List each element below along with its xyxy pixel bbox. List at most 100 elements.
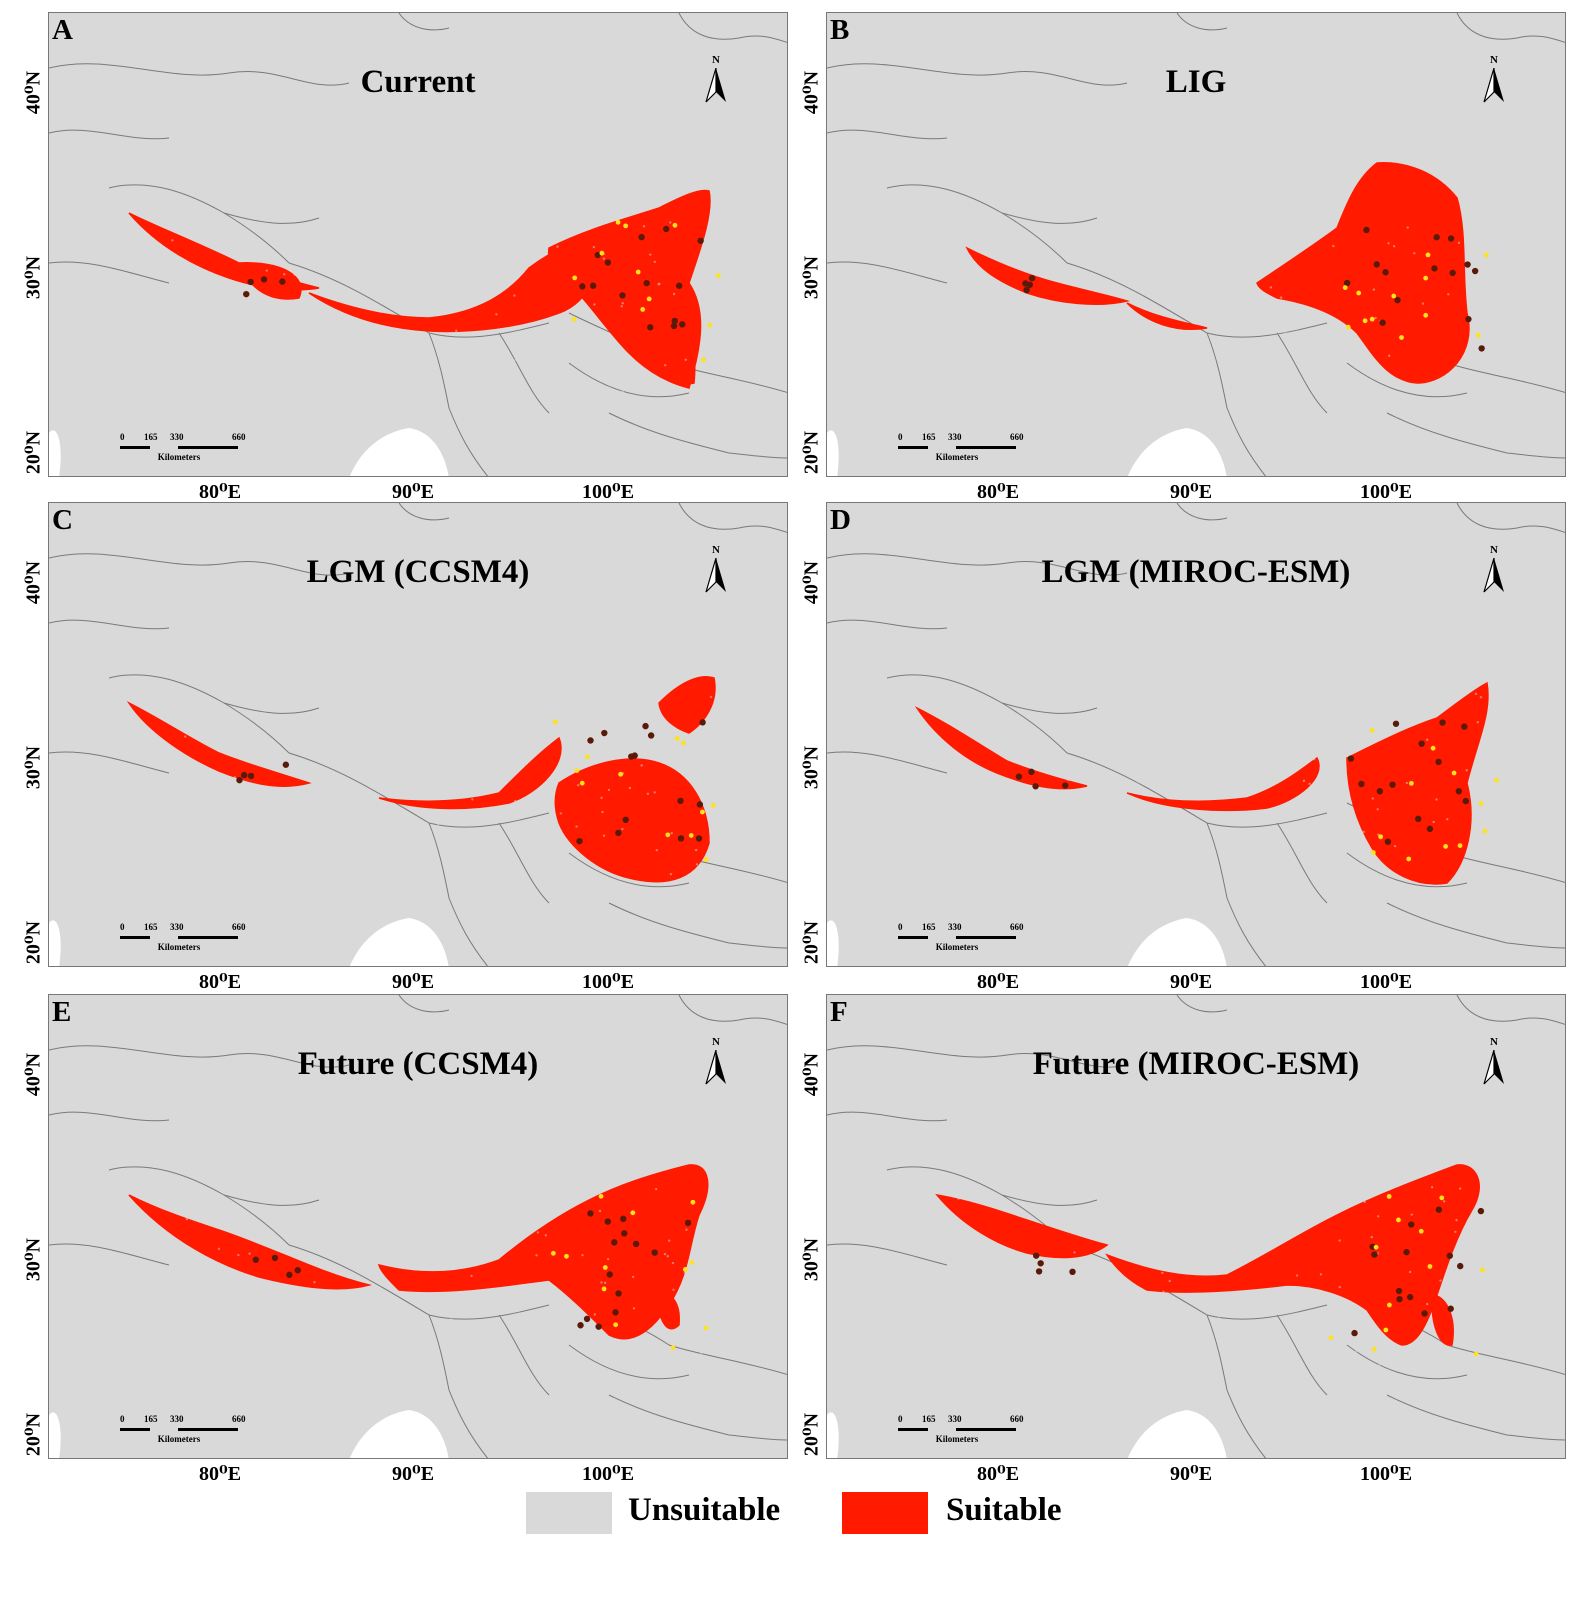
- occurrence-point: [1451, 770, 1457, 776]
- north-arrow-icon: N: [1480, 1036, 1508, 1088]
- texture-speck: [1392, 245, 1396, 248]
- texture-speck: [1363, 1200, 1366, 1204]
- occurrence-point: [1028, 274, 1036, 282]
- texture-speck: [1262, 216, 1265, 220]
- texture-speck: [252, 391, 255, 394]
- occurrence-point: [606, 1271, 613, 1278]
- texture-speck: [1085, 838, 1088, 841]
- texture-speck: [250, 204, 253, 207]
- texture-speck: [993, 836, 996, 839]
- country-border: [1276, 822, 1328, 904]
- occurrence-point: [615, 219, 621, 225]
- occurrence-point: [1430, 745, 1436, 751]
- latitude-label: 20⁰N: [22, 430, 45, 475]
- occurrence-point: [1347, 755, 1355, 762]
- texture-speck: [1100, 1374, 1103, 1377]
- texture-speck: [474, 1354, 477, 1358]
- texture-speck: [1405, 781, 1409, 785]
- texture-speck: [704, 864, 707, 867]
- country-border: [1206, 332, 1267, 476]
- texture-speck: [461, 393, 465, 396]
- texture-speck: [310, 350, 314, 354]
- scale-tick-label: 660: [1010, 922, 1024, 932]
- legend-label-unsuitable: Unsuitable: [628, 1492, 781, 1528]
- texture-speck: [535, 1254, 538, 1257]
- country-border: [568, 1344, 690, 1380]
- texture-speck: [1370, 1235, 1374, 1239]
- texture-speck: [295, 343, 298, 346]
- texture-speck: [1125, 266, 1128, 270]
- latitude-label: 30⁰N: [22, 745, 45, 790]
- texture-speck: [457, 715, 460, 718]
- scale-tick-label: 660: [232, 1414, 246, 1424]
- texture-speck: [389, 1251, 392, 1254]
- occurrence-point: [604, 1218, 611, 1225]
- texture-speck: [1161, 1343, 1165, 1347]
- map-frame: [826, 502, 1566, 967]
- texture-speck: [959, 1247, 962, 1251]
- texture-speck: [970, 1188, 974, 1192]
- occurrence-point: [240, 771, 248, 779]
- country-border: [1346, 1344, 1468, 1380]
- occurrence-point: [599, 250, 605, 256]
- texture-speck: [485, 856, 489, 859]
- texture-speck: [194, 715, 198, 719]
- texture-speck: [1446, 817, 1449, 821]
- country-border: [49, 1111, 170, 1122]
- occurrence-point: [552, 719, 558, 725]
- occurrence-point: [1035, 1268, 1043, 1275]
- occurrence-point: [1371, 1251, 1378, 1258]
- texture-speck: [683, 1271, 686, 1274]
- texture-speck: [524, 1217, 528, 1220]
- texture-speck: [1008, 394, 1011, 397]
- texture-speck: [1457, 241, 1461, 245]
- texture-speck: [477, 1191, 480, 1194]
- texture-speck: [225, 833, 228, 836]
- occurrence-point: [684, 1219, 692, 1227]
- occurrence-point: [1462, 797, 1469, 805]
- texture-speck: [1067, 778, 1070, 782]
- occurrence-point: [247, 278, 254, 286]
- country-border: [49, 553, 350, 576]
- ocean-left: [49, 430, 61, 476]
- texture-speck: [701, 757, 704, 760]
- texture-speck: [555, 231, 558, 234]
- texture-speck: [1332, 244, 1335, 248]
- texture-speck: [1198, 213, 1202, 216]
- texture-speck: [323, 828, 327, 831]
- texture-speck: [495, 313, 498, 316]
- occurrence-point: [630, 1210, 636, 1216]
- texture-speck: [332, 1300, 335, 1304]
- country-border: [398, 13, 450, 31]
- suitable-area: [128, 1194, 370, 1290]
- longitude-label: 90⁰E: [1169, 971, 1213, 993]
- texture-speck: [1144, 298, 1148, 302]
- scale-tick-label: 0: [898, 1414, 903, 1424]
- occurrence-point: [1423, 275, 1429, 281]
- texture-speck: [336, 767, 339, 770]
- texture-speck: [1148, 838, 1151, 841]
- texture-speck: [278, 261, 282, 265]
- country-border: [223, 212, 320, 224]
- occurrence-point: [1032, 783, 1039, 790]
- texture-speck: [1203, 1246, 1206, 1249]
- texture-speck: [193, 1262, 196, 1266]
- longitude-label: 100⁰E: [1359, 1463, 1413, 1485]
- occurrence-point: [601, 729, 608, 737]
- texture-speck: [653, 791, 656, 794]
- ocean-left: [49, 920, 61, 966]
- texture-speck: [336, 1315, 340, 1318]
- latitude-label: 40⁰N: [22, 1052, 45, 1097]
- suitable-area: [378, 736, 562, 810]
- texture-speck: [179, 276, 183, 279]
- longitude-label: 100⁰E: [581, 1463, 635, 1485]
- occurrence-point: [579, 283, 586, 290]
- occurrence-point: [1386, 1302, 1392, 1308]
- occurrence-point: [642, 722, 649, 730]
- texture-speck: [1269, 713, 1272, 717]
- map-canvas: [49, 503, 787, 966]
- texture-speck: [553, 1312, 557, 1315]
- occurrence-point: [1431, 265, 1438, 272]
- texture-speck: [1162, 287, 1165, 291]
- texture-speck: [460, 756, 464, 759]
